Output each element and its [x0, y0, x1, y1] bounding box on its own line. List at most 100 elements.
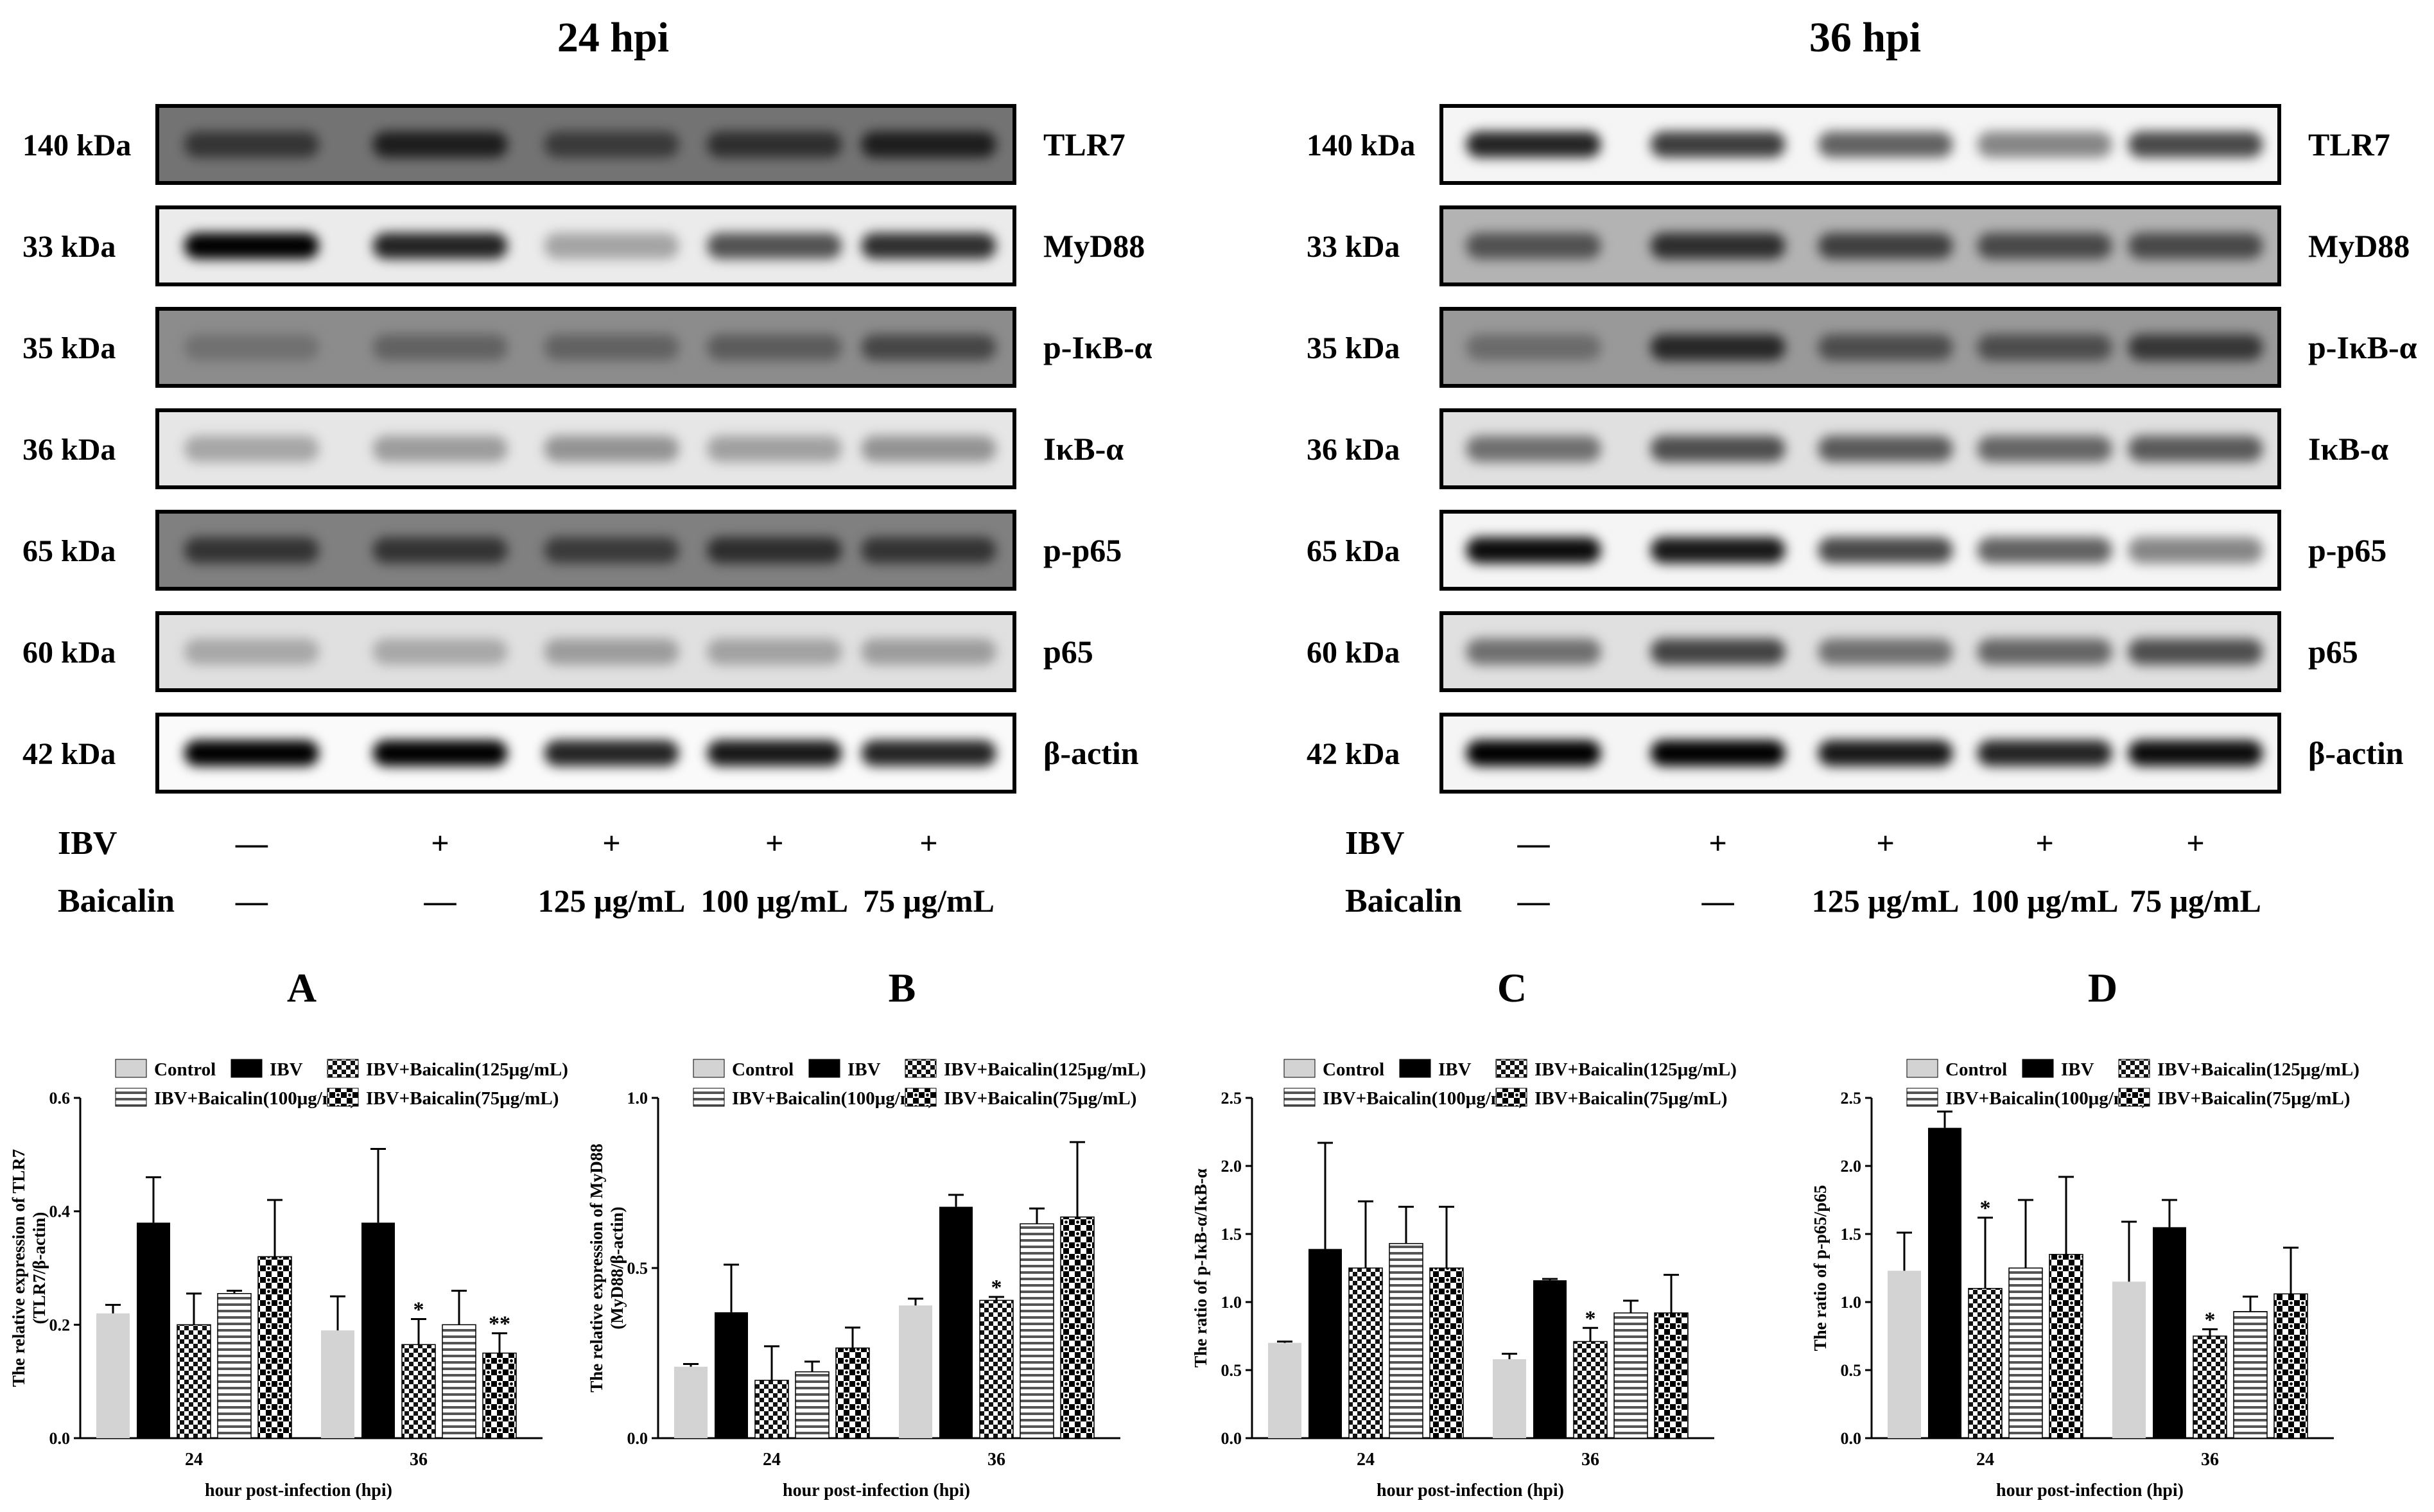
protein-band	[1818, 131, 1953, 158]
x-axis-label: hour post-infection (hpi)	[783, 1481, 970, 1500]
protein-band	[544, 537, 679, 564]
protein-band	[372, 131, 508, 158]
treatment-label: Baicalin	[58, 883, 175, 919]
legend-swatch	[327, 1059, 359, 1078]
protein-band	[1466, 334, 1601, 361]
protein-band	[1650, 638, 1786, 665]
protein-band	[861, 435, 996, 462]
legend-swatch	[115, 1088, 147, 1107]
molecular-weight-label: 35 kDa	[1307, 331, 1400, 365]
blot-row: 65 kDa p-p65	[22, 510, 1122, 591]
treatment-value: —	[1517, 883, 1551, 919]
legend-label: IBV+Baicalin(75μg/mL)	[1534, 1088, 1727, 1109]
y-tick-label: 2.5	[1841, 1089, 1862, 1108]
protein-name-label: p65	[1043, 634, 1093, 670]
blot-row: 65 kDa p-p65	[1307, 510, 2386, 591]
molecular-weight-label: 35 kDa	[22, 331, 116, 365]
x-tick-label: 24	[1357, 1450, 1375, 1470]
treatment-value: 125 μg/mL	[1812, 883, 1960, 919]
treatment-value: 100 μg/mL	[700, 883, 848, 919]
legend-swatch	[905, 1088, 937, 1107]
treatment-label: IBV	[1345, 825, 1404, 862]
blot-row: 35 kDa p-IκB-α	[1307, 307, 2417, 388]
molecular-weight-label: 33 kDa	[1307, 230, 1400, 264]
protein-band	[372, 232, 508, 259]
bar	[1533, 1280, 1567, 1438]
x-axis-label: hour post-infection (hpi)	[1377, 1481, 1564, 1500]
protein-band	[707, 740, 842, 767]
legend-label: IBV+Baicalin(100μg/mL)	[154, 1088, 356, 1109]
protein-name-label: β-actin	[2308, 735, 2404, 771]
blot-frame	[155, 205, 1016, 286]
protein-band	[1977, 740, 2112, 767]
x-tick-label: 24	[763, 1450, 781, 1470]
legend-swatch	[1906, 1088, 1938, 1107]
x-axis-label: hour post-infection (hpi)	[1996, 1481, 2184, 1500]
legend-label: IBV	[270, 1059, 303, 1080]
blot-row: 36 kDa IκB-α	[1307, 408, 2388, 489]
bar	[1573, 1341, 1608, 1439]
blot-panel-1: 24 hpi 140 kDa TLR7 33 kDa MyD88 35 kDa p-IκB-…	[22, 14, 1152, 919]
protein-band	[707, 435, 842, 462]
band-group	[1466, 638, 2263, 665]
legend-swatch	[230, 1059, 263, 1078]
blot-row: 35 kDa p-IκB-α	[22, 307, 1152, 388]
legend-swatch	[1906, 1059, 1938, 1078]
protein-band	[184, 131, 319, 158]
treatment-value: +	[1708, 825, 1727, 861]
legend-swatch	[1283, 1059, 1316, 1078]
legend-label: IBV	[848, 1059, 881, 1080]
legend-label: IBV+Baicalin(75μg/mL)	[2157, 1088, 2350, 1109]
treatment-value: +	[1876, 825, 1895, 861]
molecular-weight-label: 36 kDa	[22, 433, 116, 467]
significance-marker: *	[1980, 1197, 1991, 1221]
treatment-value: +	[2035, 825, 2054, 861]
protein-band	[707, 537, 842, 564]
protein-band	[372, 638, 508, 665]
molecular-weight-label: 140 kDa	[1307, 128, 1415, 162]
legend-label: Control	[154, 1059, 216, 1080]
legend-swatch	[115, 1059, 147, 1078]
protein-band	[1650, 131, 1786, 158]
protein-name-label: TLR7	[2308, 126, 2390, 162]
legend-label: IBV+Baicalin(125μg/mL)	[366, 1059, 568, 1080]
protein-band	[707, 131, 842, 158]
protein-band	[1818, 537, 1953, 564]
bar	[2008, 1267, 2043, 1439]
treatment-value: —	[235, 825, 268, 861]
treatment-label: IBV	[58, 825, 117, 862]
x-axis-label: hour post-infection (hpi)	[205, 1481, 392, 1500]
y-axis-label-line: The relative expression of TLR7	[9, 1149, 28, 1387]
protein-name-label: TLR7	[1043, 126, 1126, 162]
protein-band	[2128, 232, 2263, 259]
band-group	[184, 232, 996, 259]
blot-frame	[1439, 408, 2281, 489]
legend-label: IBV+Baicalin(125μg/mL)	[2157, 1059, 2360, 1080]
legend-swatch	[1283, 1088, 1316, 1107]
legend-swatch	[327, 1088, 359, 1107]
legend-label: IBV+Baicalin(75μg/mL)	[366, 1088, 559, 1109]
bar	[482, 1352, 517, 1439]
bar	[1348, 1267, 1383, 1439]
y-tick-label: 0.0	[49, 1429, 71, 1448]
blot-row: 140 kDa TLR7	[1307, 104, 2390, 185]
protein-name-label: p-p65	[2308, 532, 2386, 568]
blot-row: 42 kDa β-actin	[22, 713, 1139, 794]
y-axis-label-line: The ratio of p-IκB-α/IκB-α	[1191, 1169, 1210, 1368]
x-tick-label: 24	[185, 1450, 203, 1470]
treatment-value: —	[424, 883, 457, 919]
legend-swatch	[2118, 1059, 2150, 1078]
legend-label: IBV+Baicalin(100μg/mL)	[1945, 1088, 2148, 1109]
protein-band	[1977, 232, 2112, 259]
y-axis-label-line: The relative expression of MyD88	[587, 1143, 606, 1392]
protein-band	[1650, 537, 1786, 564]
bar	[715, 1312, 748, 1438]
protein-band	[1650, 334, 1786, 361]
protein-band	[372, 334, 508, 361]
bar	[321, 1330, 354, 1438]
blot-frame	[155, 611, 1016, 692]
protein-name-label: β-actin	[1043, 735, 1139, 771]
x-tick-label: 36	[1581, 1450, 1599, 1470]
blot-frame	[1439, 205, 2281, 286]
bar	[979, 1299, 1014, 1439]
